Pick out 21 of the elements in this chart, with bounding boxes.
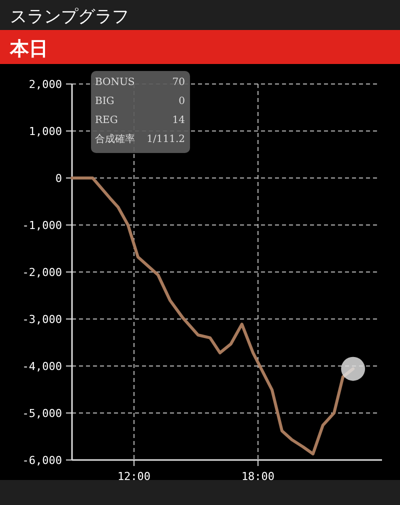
annotation: 0 — [178, 96, 185, 107]
annotation: 14 — [172, 115, 185, 126]
y-tick-label: -4,000 — [22, 360, 62, 373]
annotation: BONUS — [95, 77, 135, 88]
annotation: REG — [95, 115, 118, 126]
y-tick-label: 1,000 — [28, 125, 62, 138]
y-tick-label: -1,000 — [22, 219, 62, 232]
x-tick-label: 12:00 — [117, 470, 151, 483]
y-tick-label: -3,000 — [22, 313, 62, 326]
y-tick-label: -5,000 — [22, 407, 62, 420]
y-tick-label: -6,000 — [22, 454, 62, 467]
x-tick-label: 18:00 — [241, 470, 275, 483]
chart-title: スランプグラフ — [10, 7, 129, 27]
annotation: 合成確率 — [95, 133, 135, 145]
annotation: BIG — [95, 96, 114, 107]
y-tick-label: 0 — [55, 172, 62, 185]
annotation: 70 — [172, 77, 185, 88]
chart-subtitle: 本日 — [9, 38, 48, 60]
y-tick-label: -2,000 — [22, 266, 62, 279]
annotation: 1/111.2 — [146, 134, 185, 145]
y-tick-label: 2,000 — [28, 78, 62, 91]
